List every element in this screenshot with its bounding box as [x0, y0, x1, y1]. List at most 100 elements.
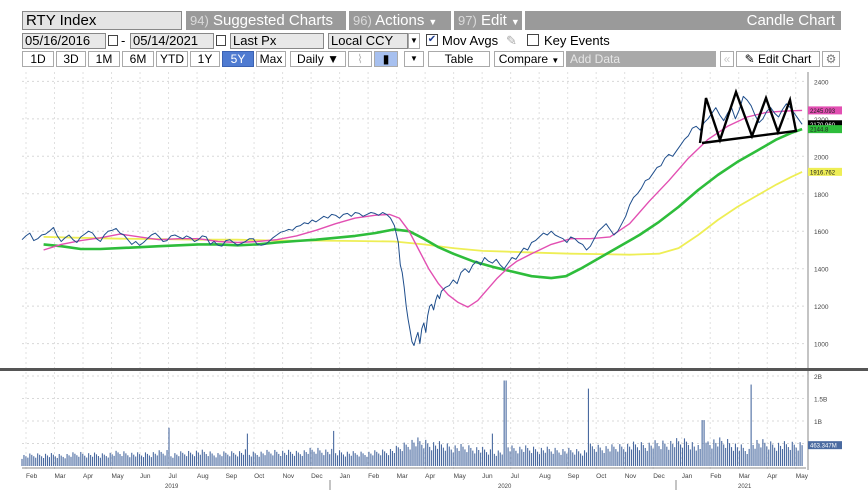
ticker-field[interactable]: RTY Index [22, 11, 182, 30]
edit-button[interactable]: 97) Edit ▼ [454, 11, 522, 30]
x-tick-label: Apr [83, 473, 94, 480]
price-tag-label: 2245.093 [810, 109, 836, 115]
currency-select[interactable]: Local CCY [328, 33, 408, 49]
actions-num: 96) [353, 13, 372, 28]
period-button-6m[interactable]: 6M [122, 51, 154, 67]
date-dash: - [121, 33, 126, 48]
period-button-1y[interactable]: 1Y [190, 51, 220, 67]
y-tick-label: 2400 [814, 79, 829, 86]
volume-tag-label: 463.347M [810, 444, 837, 450]
x-tick-label: Mar [55, 473, 67, 480]
x-tick-label: Jan [340, 473, 351, 480]
frequency-label: Daily [297, 52, 324, 66]
x-tick-label: Jun [140, 473, 151, 480]
period-button-1m[interactable]: 1M [88, 51, 120, 67]
x-tick-label: Apr [425, 473, 436, 480]
triangle-annotation [698, 88, 798, 145]
end-date-field[interactable]: 05/14/2021 [130, 33, 214, 49]
chart-type-title: Candle Chart [525, 11, 841, 30]
suggested-charts-num: 94) [190, 13, 209, 28]
volume-tick-label: 2B [814, 374, 822, 381]
x-tick-label: Feb [710, 473, 722, 480]
x-tick-label: Dec [653, 473, 665, 480]
period-button-1d[interactable]: 1D [22, 51, 54, 67]
edit-caret-icon: ▼ [510, 17, 520, 27]
end-calendar-icon[interactable] [216, 35, 226, 46]
edit-chart-pencil-icon: ✎ [744, 52, 755, 66]
add-data-input[interactable]: Add Data [566, 51, 716, 67]
start-date-field[interactable]: 05/16/2016 [22, 33, 106, 49]
edit-chart-label: Edit Chart [758, 52, 812, 66]
x-tick-label: Feb [368, 473, 380, 480]
period-button-ytd[interactable]: YTD [156, 51, 188, 67]
price-field-select[interactable]: Last Px [230, 33, 324, 49]
y-tick-label: 1800 [814, 192, 829, 199]
x-tick-label: Jan [682, 473, 693, 480]
x-year-label: 2020 [498, 484, 512, 490]
x-tick-label: Oct [254, 473, 264, 480]
x-tick-label: Nov [625, 473, 637, 480]
actions-caret-icon: ▼ [428, 17, 438, 27]
mov-avgs-label: Mov Avgs [442, 33, 499, 48]
y-tick-label: 2000 [814, 154, 829, 161]
volume-tick-label: 1.5B [814, 397, 827, 404]
compare-label: Compare [498, 52, 549, 66]
currency-dropdown-icon[interactable]: ▼ [408, 33, 420, 49]
y-tick-label: 1400 [814, 267, 829, 274]
x-tick-label: Feb [26, 473, 38, 480]
x-year-label: 2019 [165, 484, 179, 490]
price-tag [808, 167, 842, 176]
x-tick-label: Nov [283, 473, 295, 480]
collapse-left-icon[interactable]: « [720, 51, 734, 67]
x-tick-label: Mar [739, 473, 751, 480]
pencil-icon[interactable]: ✎ [506, 33, 517, 48]
x-tick-label: Aug [539, 473, 551, 480]
x-tick-label: Dec [311, 473, 323, 480]
y-tick-label: 1000 [814, 342, 829, 349]
compare-button[interactable]: Compare ▼ [494, 51, 564, 67]
bar-chart-icon[interactable]: ▮ [374, 51, 398, 67]
volume-tag [808, 441, 842, 450]
actions-button[interactable]: 96) Actions ▼ [349, 11, 451, 30]
x-tick-label: Sep [226, 473, 238, 480]
price-tag [808, 120, 842, 129]
table-button[interactable]: Table [428, 51, 490, 67]
period-button-5y[interactable]: 5Y [222, 51, 254, 67]
x-tick-label: Jul [511, 473, 520, 480]
x-tick-label: Mar [397, 473, 409, 480]
compare-caret-icon: ▼ [551, 56, 560, 65]
mov-avgs-checkbox[interactable]: ✔ [426, 34, 438, 46]
edit-num: 97) [458, 13, 477, 28]
x-tick-label: May [796, 473, 809, 480]
price-tag-label: 1916.762 [810, 170, 836, 176]
suggested-charts-label: Suggested Charts [212, 12, 334, 29]
edit-chart-button[interactable]: ✎ Edit Chart [736, 51, 820, 67]
chart-type-dropdown-icon[interactable]: ▼ [404, 51, 424, 67]
x-tick-label: Jun [482, 473, 493, 480]
actions-label: Actions [375, 12, 425, 29]
volume-tick-label: 1B [814, 419, 822, 426]
start-calendar-icon[interactable] [108, 35, 118, 46]
x-year-label: 2021 [738, 484, 752, 490]
frequency-select[interactable]: Daily ▼ [290, 51, 346, 67]
series-line-ma100 [43, 127, 803, 280]
x-tick-label: May [112, 473, 125, 480]
x-tick-label: Apr [767, 473, 778, 480]
x-tick-label: Jul [169, 473, 178, 480]
price-tag-label: 2144.8 [810, 128, 829, 134]
key-events-checkbox[interactable] [527, 34, 539, 46]
y-tick-label: 1200 [814, 304, 829, 311]
frequency-caret-icon: ▼ [327, 52, 339, 66]
line-chart-icon[interactable]: ⌇ [348, 51, 372, 67]
settings-gear-icon[interactable]: ⚙ [822, 51, 840, 67]
suggested-charts-button[interactable]: 94) Suggested Charts [186, 11, 346, 30]
price-tag [808, 125, 842, 134]
x-tick-label: May [454, 473, 467, 480]
series-line-ma200 [43, 171, 803, 256]
x-tick-label: Sep [568, 473, 580, 480]
period-button-max[interactable]: Max [256, 51, 286, 67]
period-button-3d[interactable]: 3D [56, 51, 86, 67]
y-tick-label: 1600 [814, 229, 829, 236]
x-tick-label: Oct [596, 473, 606, 480]
